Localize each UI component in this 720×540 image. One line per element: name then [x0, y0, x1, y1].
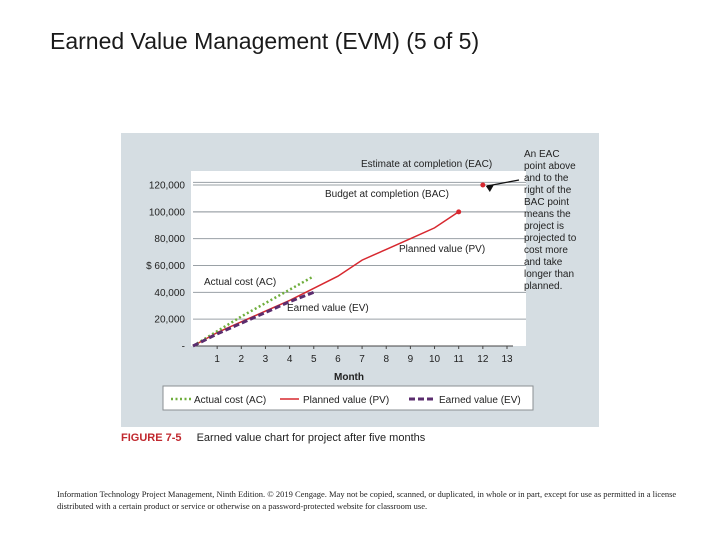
eac-arrow-line: [486, 179, 520, 187]
y-tick-label-1: 20,000: [154, 315, 185, 326]
x-axis-label: Month: [334, 372, 364, 383]
legend-label-actual: Actual cost (AC): [194, 395, 266, 406]
legend-box: [162, 385, 534, 411]
side-note-line-3: right of the: [524, 185, 572, 196]
x-tick-label-2: 2: [239, 354, 245, 365]
copyright-notice: Information Technology Project Managemen…: [57, 489, 677, 511]
side-note-line-11: planned.: [524, 281, 562, 292]
side-note-line-0: An EAC: [524, 149, 560, 160]
figure-panel: - 20,000 40,000 $ 60,000 80,000 100,000 120,00…: [121, 133, 599, 427]
side-note-line-8: cost more: [524, 245, 568, 256]
annotation-ac: Actual cost (AC): [204, 277, 276, 288]
side-note-line-10: longer than: [524, 269, 574, 280]
side-note-line-1: point above: [524, 161, 576, 172]
x-tick-label-5: 5: [311, 354, 317, 365]
series-line-earned-value-ev: [192, 290, 315, 348]
plot-area: [191, 171, 526, 346]
x-tick-label-6: 6: [335, 354, 341, 365]
slide-title: Earned Value Management (EVM) (5 of 5): [50, 28, 480, 54]
x-tick-label-1: 1: [214, 354, 220, 365]
eac-arrow-head: [485, 185, 494, 192]
y-tick-label-6: 120,000: [149, 181, 186, 192]
x-tick-label-3: 3: [263, 354, 269, 365]
y-tick-label-0: -: [182, 342, 185, 353]
x-tick-label-9: 9: [408, 354, 414, 365]
side-note-line-2: and to the: [524, 173, 569, 184]
x-tick-label-13: 13: [501, 354, 513, 365]
side-note-line-5: means the: [524, 209, 571, 220]
side-note-line-9: and take: [524, 257, 563, 268]
x-tick-label-12: 12: [477, 354, 489, 365]
figure-caption-text: Earned value chart for project after fiv…: [196, 432, 426, 444]
side-note-line-4: BAC point: [524, 197, 569, 208]
legend-label-planned: Planned value (PV): [303, 395, 389, 406]
x-tick-label-8: 8: [383, 354, 389, 365]
side-note-line-6: project is: [524, 221, 564, 232]
series-line-actual-cost-ac: [192, 275, 315, 348]
side-note-line-7: projected to: [524, 233, 577, 244]
annotation-pv: Planned value (PV): [399, 244, 485, 255]
annotation-bac: Budget at completion (BAC): [325, 189, 449, 200]
y-tick-label-5: 100,000: [149, 207, 186, 218]
y-tick-label-2: 40,000: [154, 288, 185, 299]
x-tick-label-7: 7: [359, 354, 365, 365]
annotation-ev: Earned value (EV): [287, 303, 369, 314]
x-tick-label-11: 11: [453, 354, 464, 365]
y-tick-label-3: $ 60,000: [146, 261, 185, 272]
evm-chart: - 20,000 40,000 $ 60,000 80,000 100,000 120,00…: [146, 149, 577, 411]
point-eac: [480, 182, 486, 188]
point-bac: [456, 209, 462, 215]
x-tick-label-4: 4: [287, 354, 293, 365]
annotation-eac: Estimate at completion (EAC): [361, 159, 492, 170]
figure-caption: FIGURE 7-5 Earned value chart for projec…: [121, 432, 425, 444]
y-tick-label-4: 80,000: [154, 234, 185, 245]
legend-label-earned: Earned value (EV): [439, 395, 521, 406]
x-tick-label-10: 10: [429, 354, 441, 365]
figure-number: FIGURE 7-5: [121, 432, 182, 444]
